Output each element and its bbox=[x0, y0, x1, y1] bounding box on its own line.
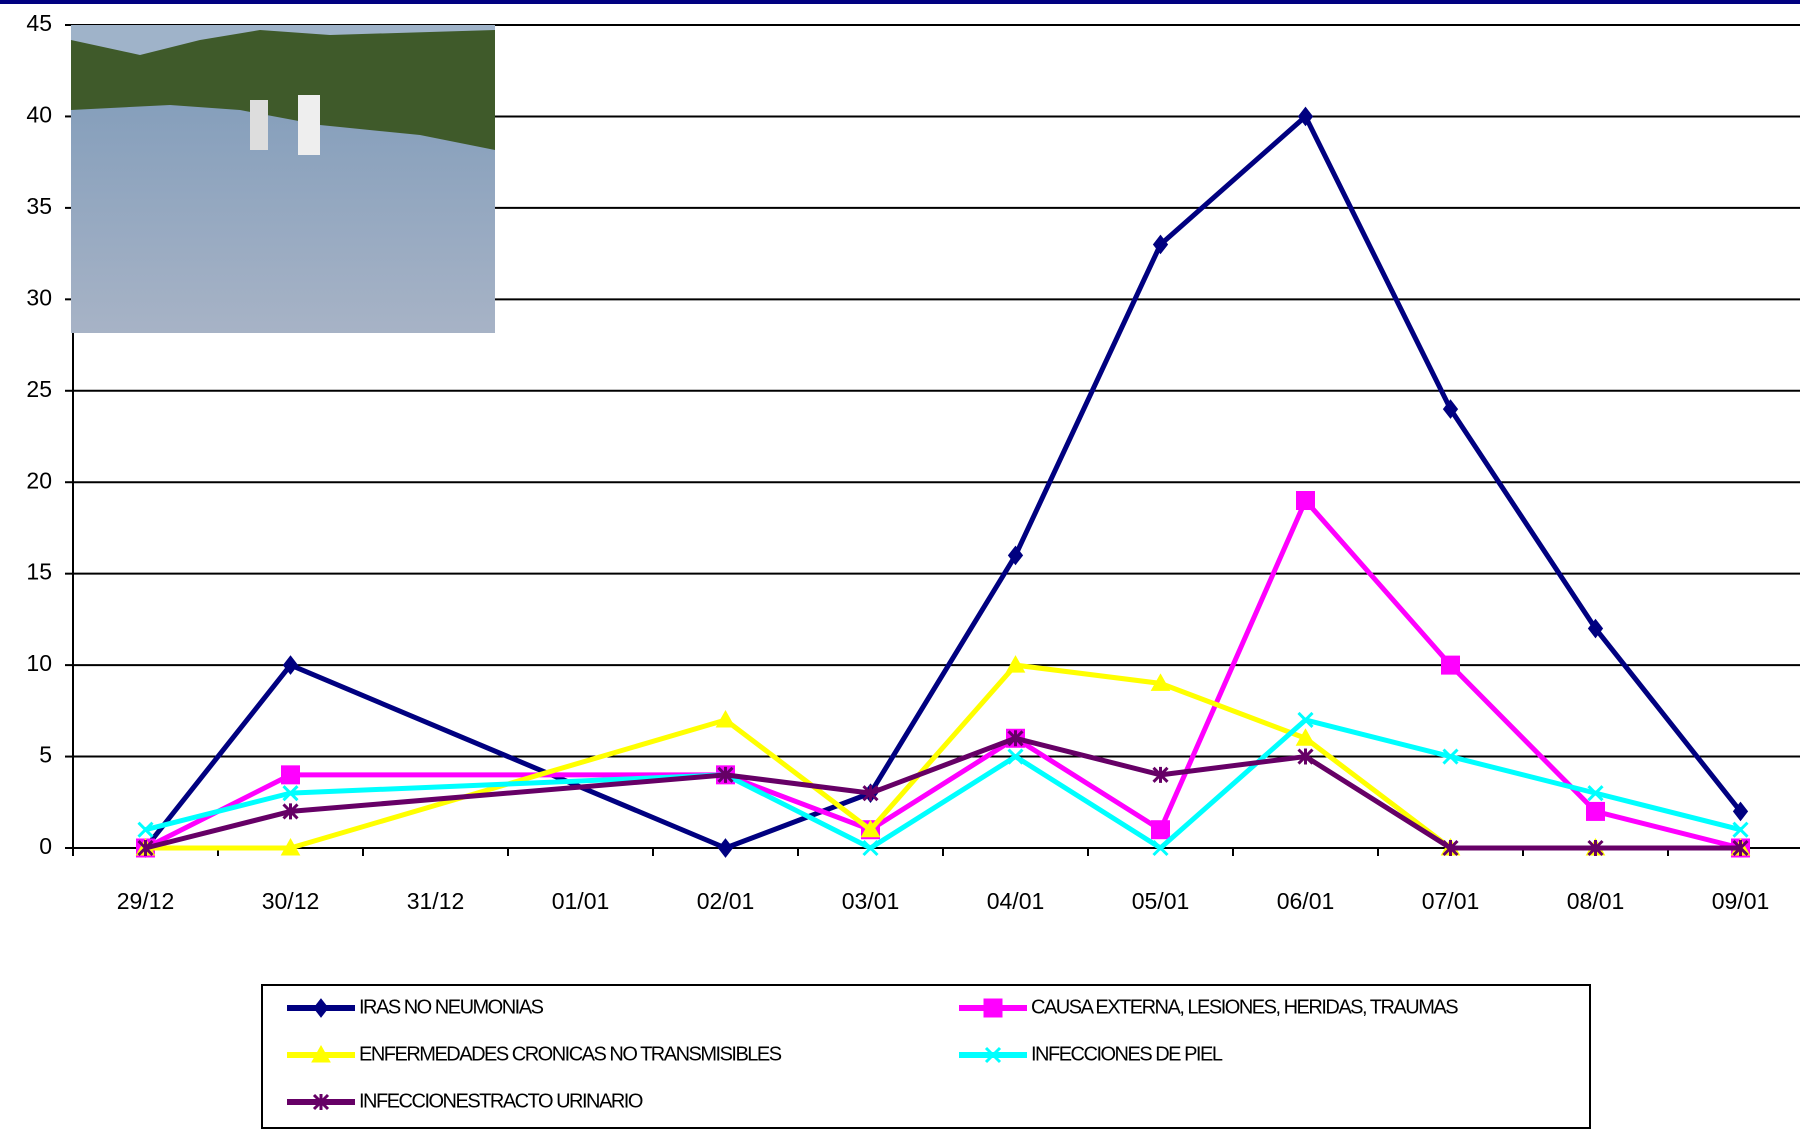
legend-marker bbox=[984, 1046, 1002, 1064]
series bbox=[137, 730, 1749, 857]
legend-label: INFECCIONESTRACTO URINARIO bbox=[359, 1090, 643, 1112]
marker bbox=[1007, 730, 1024, 747]
y-tick-label: 0 bbox=[39, 833, 52, 859]
marker bbox=[280, 837, 301, 856]
marker bbox=[862, 839, 879, 857]
y-tick-label: 45 bbox=[26, 10, 52, 36]
x-tick-label: 06/01 bbox=[1277, 888, 1335, 914]
marker bbox=[860, 819, 881, 838]
x-tick-label: 30/12 bbox=[262, 888, 320, 914]
marker bbox=[1587, 839, 1604, 857]
y-tick-label: 40 bbox=[26, 102, 52, 128]
marker bbox=[1587, 618, 1604, 639]
gap-connector bbox=[290, 772, 726, 814]
marker bbox=[1732, 801, 1749, 822]
series-line bbox=[144, 717, 1742, 851]
marker bbox=[1732, 839, 1749, 857]
gap-connector bbox=[290, 772, 726, 796]
x-tick-label: 01/01 bbox=[552, 888, 610, 914]
marker bbox=[862, 785, 879, 802]
marker bbox=[1151, 820, 1170, 840]
marker bbox=[1297, 711, 1314, 729]
marker bbox=[137, 821, 154, 838]
y-tick-label: 30 bbox=[26, 284, 52, 310]
marker bbox=[1007, 545, 1024, 566]
photo-person bbox=[250, 100, 268, 150]
x-tick-label: 03/01 bbox=[842, 888, 900, 914]
legend-label: INFECCIONES DE PIEL bbox=[1031, 1043, 1223, 1065]
x-tick-label: 29/12 bbox=[117, 888, 175, 914]
marker bbox=[1005, 655, 1026, 673]
marker bbox=[281, 765, 300, 785]
marker bbox=[1732, 821, 1749, 838]
photo-person bbox=[298, 95, 320, 155]
marker bbox=[1150, 673, 1171, 691]
marker bbox=[715, 709, 736, 728]
series bbox=[137, 711, 1749, 857]
marker bbox=[1007, 748, 1024, 765]
legend-label: IRAS NO NEUMONIAS bbox=[359, 996, 544, 1018]
legend: IRAS NO NEUMONIAS CAUSA EXTERNA, LESIONES… bbox=[261, 984, 1591, 1129]
marker bbox=[1586, 801, 1605, 821]
photo-trees bbox=[71, 30, 495, 150]
legend-marker bbox=[311, 1044, 331, 1063]
y-tick-label: 15 bbox=[26, 559, 52, 585]
marker bbox=[1587, 785, 1604, 802]
legend-marker bbox=[983, 998, 1003, 1018]
x-tick-label: 05/01 bbox=[1132, 888, 1190, 914]
y-tick-label: 20 bbox=[26, 467, 52, 493]
series-line bbox=[143, 113, 1743, 851]
marker bbox=[1152, 766, 1169, 783]
x-tick-label: 09/01 bbox=[1712, 888, 1770, 914]
series-line bbox=[144, 735, 1741, 851]
marker bbox=[1297, 748, 1314, 765]
legend-marker bbox=[312, 1093, 330, 1111]
y-tick-label: 10 bbox=[26, 650, 52, 676]
marker bbox=[717, 838, 734, 858]
x-tick-label: 08/01 bbox=[1567, 888, 1625, 914]
marker bbox=[1442, 839, 1459, 857]
marker bbox=[1296, 491, 1315, 511]
x-tick-label: 02/01 bbox=[697, 888, 755, 914]
marker bbox=[282, 655, 299, 675]
marker bbox=[1441, 655, 1460, 675]
x-tick-label: 31/12 bbox=[407, 888, 465, 914]
legend-box bbox=[261, 984, 1591, 1129]
photo bbox=[71, 25, 495, 333]
x-tick-label: 04/01 bbox=[987, 888, 1045, 914]
marker bbox=[1297, 106, 1314, 127]
x-tick-label: 07/01 bbox=[1422, 888, 1480, 914]
marker bbox=[282, 803, 299, 820]
legend-label: ENFERMEDADES CRONICAS NO TRANSMISIBLES bbox=[359, 1043, 782, 1065]
gap-connector bbox=[289, 662, 727, 851]
marker bbox=[137, 839, 154, 857]
series bbox=[137, 106, 1749, 858]
top-border bbox=[0, 0, 1800, 4]
marker bbox=[1442, 399, 1459, 419]
marker bbox=[282, 785, 299, 802]
y-tick-label: 5 bbox=[39, 742, 52, 768]
marker bbox=[717, 766, 734, 783]
marker bbox=[1295, 728, 1316, 746]
marker bbox=[1152, 234, 1169, 255]
marker bbox=[1152, 839, 1169, 857]
y-tick-label: 25 bbox=[26, 376, 52, 402]
legend-label: CAUSA EXTERNA, LESIONES, HERIDAS, TRAUMA… bbox=[1031, 996, 1458, 1018]
y-tick-label: 35 bbox=[26, 193, 52, 219]
legend-marker bbox=[313, 998, 329, 1018]
marker bbox=[1442, 748, 1459, 765]
